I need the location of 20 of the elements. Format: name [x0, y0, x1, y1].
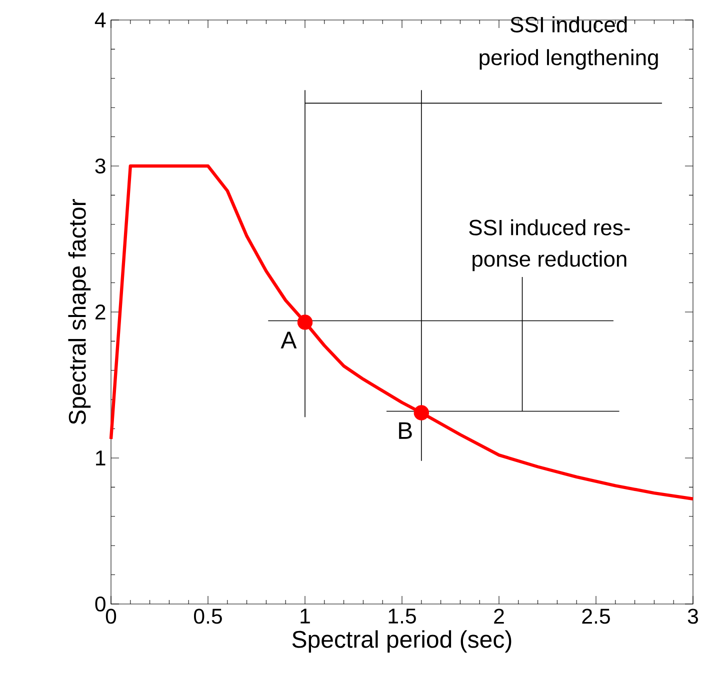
- x-tick-label: 1.5: [388, 608, 416, 624]
- x-axis-title: Spectral period (sec): [292, 630, 512, 653]
- annotation: SSI induced res-: [469, 219, 630, 236]
- x-tick-label: 2.5: [582, 608, 610, 624]
- y-axis-title: Spectral shape factor: [68, 199, 91, 424]
- annotation: A: [280, 332, 297, 348]
- y-tick-label: 3: [95, 158, 106, 174]
- y-tick-label: 0: [95, 596, 106, 612]
- x-tick-label: 1: [300, 608, 310, 624]
- y-tick-label: 4: [94, 12, 106, 28]
- annotation: ponse reduction: [472, 250, 626, 272]
- annotation: SSI induced: [510, 16, 627, 32]
- annotation: period lengthening: [480, 49, 658, 70]
- y-tick-label: 2: [95, 304, 106, 320]
- x-tick-label: 0: [106, 608, 116, 624]
- x-tick-label: 3: [688, 608, 698, 624]
- x-tick-label: 2: [494, 608, 504, 624]
- y-tick-label: 1: [96, 450, 106, 466]
- x-tick-label: 0.5: [194, 608, 222, 624]
- annotation: B: [399, 422, 412, 439]
